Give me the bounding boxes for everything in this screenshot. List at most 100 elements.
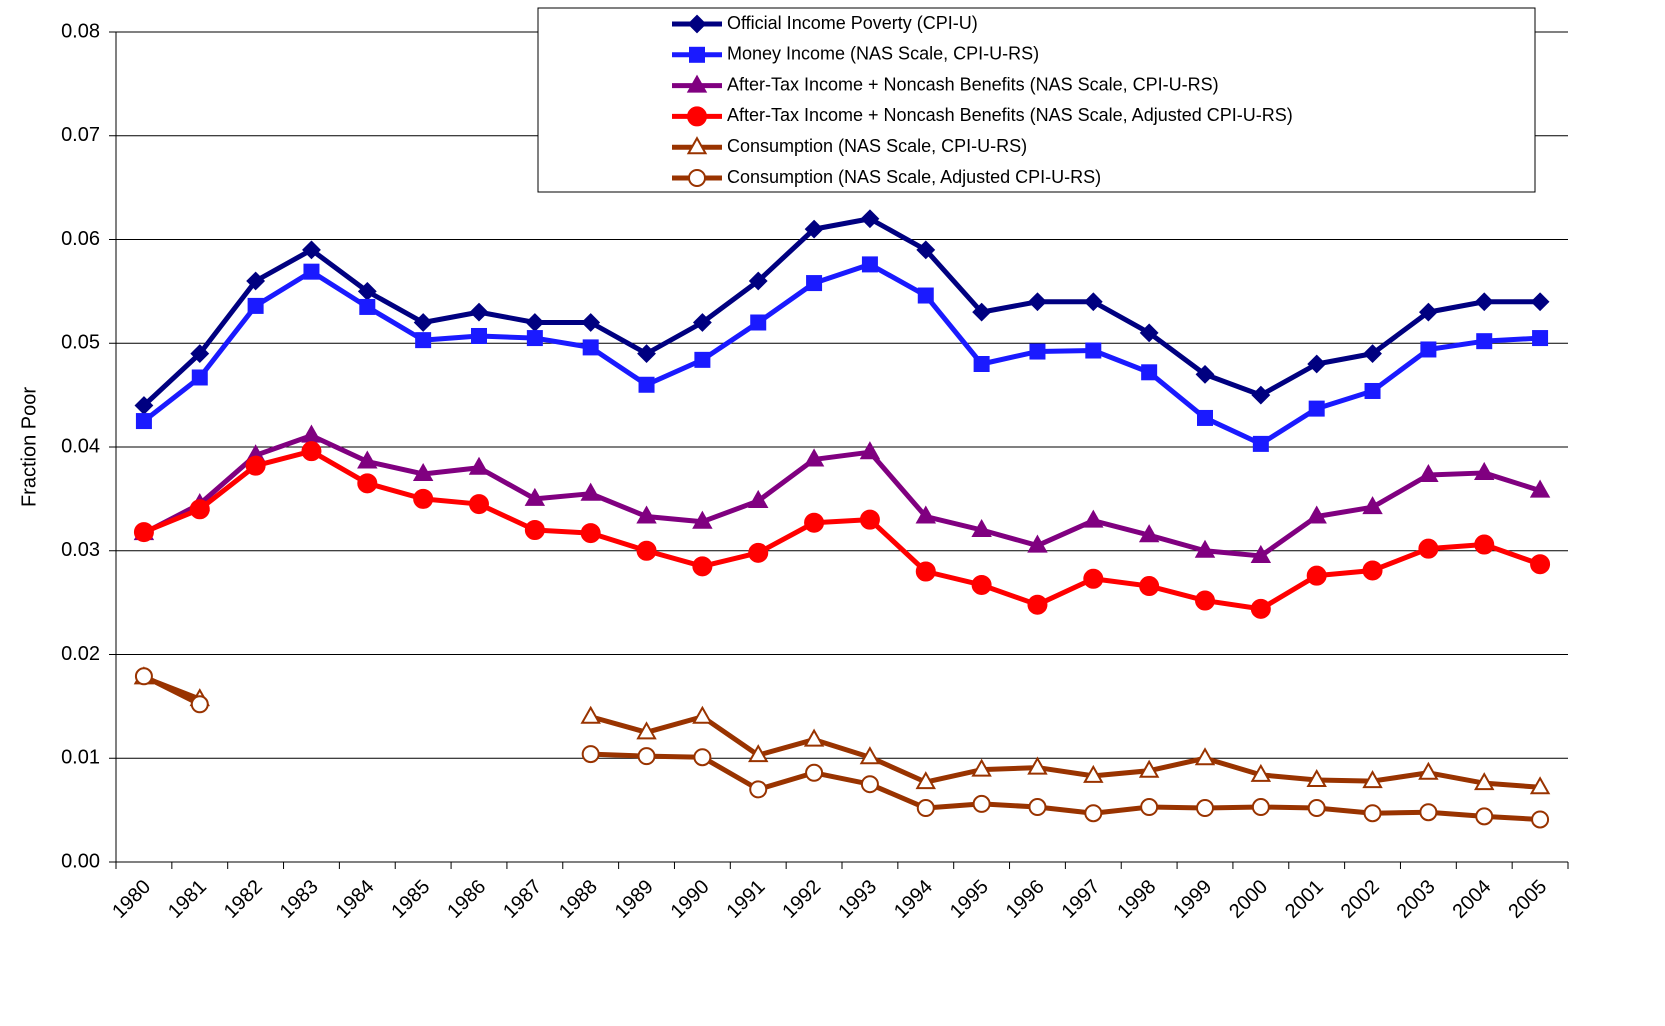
marker bbox=[693, 748, 712, 767]
marker bbox=[413, 488, 434, 509]
marker bbox=[1418, 761, 1439, 780]
marker bbox=[1474, 292, 1494, 312]
marker bbox=[686, 74, 708, 93]
marker bbox=[1140, 798, 1159, 817]
marker bbox=[688, 169, 706, 187]
marker bbox=[692, 556, 713, 577]
legend: Official Income Poverty (CPI-U) Money Inc… bbox=[537, 7, 1536, 193]
marker bbox=[859, 441, 881, 460]
marker bbox=[1085, 342, 1102, 359]
x-tick-label: 1999 bbox=[1169, 876, 1216, 923]
x-tick-label: 1980 bbox=[108, 876, 155, 923]
marker bbox=[247, 297, 264, 314]
x-tick-label: 1987 bbox=[499, 876, 546, 923]
marker bbox=[469, 494, 489, 515]
marker bbox=[1195, 364, 1215, 384]
marker bbox=[1532, 330, 1549, 347]
marker bbox=[1197, 409, 1213, 426]
legend-label: Consumption (NAS Scale, Adjusted CPI-U-R… bbox=[727, 167, 1101, 187]
marker bbox=[301, 441, 322, 462]
marker bbox=[1138, 524, 1160, 543]
legend-label: Money Income (NAS Scale, CPI-U-RS) bbox=[727, 44, 1039, 64]
marker bbox=[1084, 804, 1103, 823]
marker bbox=[1306, 565, 1327, 586]
y-axis-label: Fraction Poor bbox=[18, 387, 40, 507]
marker bbox=[1474, 534, 1495, 555]
marker bbox=[1083, 509, 1104, 528]
marker bbox=[859, 509, 880, 530]
marker bbox=[1027, 534, 1048, 553]
y-tick-label: 0.02 bbox=[61, 643, 100, 665]
x-tick-label: 2002 bbox=[1337, 876, 1384, 923]
marker bbox=[1531, 810, 1550, 829]
marker bbox=[189, 499, 210, 520]
marker bbox=[972, 302, 992, 322]
marker bbox=[1306, 505, 1327, 524]
series-line bbox=[142, 261, 1541, 447]
marker bbox=[971, 518, 992, 537]
marker bbox=[861, 256, 878, 273]
x-tick-label: 1998 bbox=[1113, 876, 1160, 923]
marker bbox=[803, 448, 825, 467]
marker bbox=[1307, 354, 1327, 374]
legend-label: After-Tax Income + Noncash Benefits (NAS… bbox=[727, 74, 1219, 94]
marker bbox=[1364, 382, 1381, 399]
x-tick-label: 1988 bbox=[555, 876, 602, 923]
marker bbox=[636, 721, 657, 740]
marker bbox=[1476, 333, 1493, 350]
marker bbox=[1029, 343, 1046, 360]
marker bbox=[357, 450, 378, 469]
legend-label: Consumption (NAS Scale, CPI-U-RS) bbox=[727, 136, 1027, 156]
marker bbox=[1420, 341, 1437, 358]
marker bbox=[1138, 759, 1160, 778]
x-tick-label: 1989 bbox=[611, 876, 658, 923]
series-line bbox=[142, 674, 1541, 822]
y-tick-label: 0.04 bbox=[61, 435, 100, 457]
marker bbox=[580, 523, 601, 544]
x-tick-label: 1991 bbox=[722, 876, 769, 923]
y-tick-label: 0.03 bbox=[61, 539, 100, 561]
series-line bbox=[142, 448, 1541, 612]
marker bbox=[1474, 461, 1495, 480]
y-tick-label: 0.06 bbox=[61, 228, 100, 250]
marker bbox=[1307, 799, 1326, 818]
legend-box bbox=[537, 7, 1536, 193]
marker bbox=[581, 313, 601, 332]
marker bbox=[973, 356, 990, 372]
marker bbox=[412, 462, 434, 481]
marker bbox=[191, 369, 208, 386]
y-tick-label: 0.05 bbox=[61, 332, 100, 354]
marker bbox=[1083, 568, 1104, 589]
marker bbox=[526, 330, 543, 347]
marker bbox=[1418, 302, 1438, 322]
marker bbox=[582, 339, 599, 356]
legend-label: After-Tax Income + Noncash Benefits (NAS… bbox=[727, 105, 1293, 125]
marker bbox=[692, 705, 713, 724]
marker bbox=[1475, 807, 1494, 826]
marker bbox=[301, 424, 322, 443]
marker bbox=[134, 667, 153, 686]
x-tick-label: 1984 bbox=[332, 876, 379, 923]
marker bbox=[971, 758, 992, 777]
series-line bbox=[142, 216, 1541, 408]
marker bbox=[1474, 772, 1495, 791]
marker bbox=[637, 344, 656, 364]
marker bbox=[359, 298, 376, 315]
marker bbox=[1363, 804, 1382, 823]
marker bbox=[1251, 798, 1270, 817]
x-tick-label: 2003 bbox=[1393, 876, 1440, 923]
marker bbox=[190, 695, 209, 714]
marker bbox=[1028, 292, 1047, 312]
marker bbox=[245, 455, 266, 476]
marker bbox=[413, 313, 433, 332]
marker bbox=[637, 747, 656, 766]
marker bbox=[748, 744, 769, 763]
marker bbox=[1196, 799, 1214, 818]
x-tick-label: 1986 bbox=[443, 876, 490, 923]
legend-label: Official Income Poverty (CPI-U) bbox=[727, 13, 978, 33]
marker bbox=[469, 302, 489, 322]
marker bbox=[1418, 463, 1439, 483]
marker bbox=[524, 520, 545, 540]
x-tick-label: 2004 bbox=[1448, 876, 1495, 923]
